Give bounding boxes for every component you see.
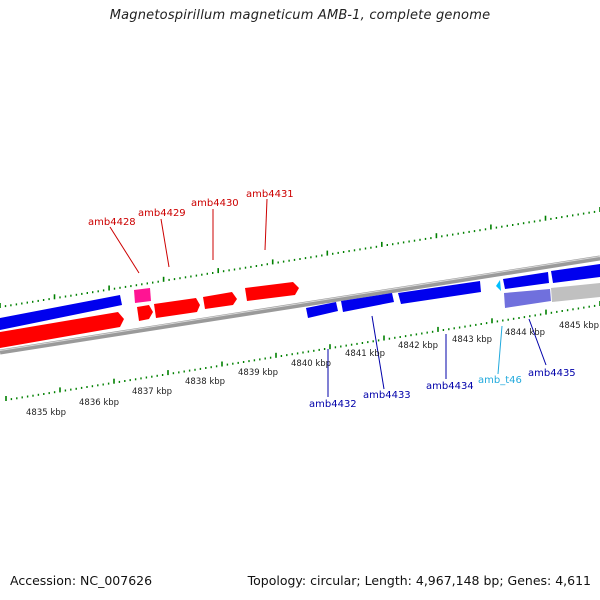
leader-amb4428 xyxy=(109,226,140,274)
leader-amb-t46 xyxy=(497,325,503,375)
reverse-label-leaders xyxy=(327,315,547,397)
forward-label-leaders xyxy=(109,198,268,274)
kbp-label-4841: 4841 kbp xyxy=(345,349,385,359)
kbp-label-4842: 4842 kbp xyxy=(398,341,438,351)
label-amb4431[interactable]: amb4431 xyxy=(246,189,294,200)
leader-amb4433 xyxy=(371,315,385,390)
reverse-cds-amb4432[interactable] xyxy=(306,302,338,318)
forward-cds-amb4430b[interactable] xyxy=(203,292,237,309)
accession-text: Accession: NC_007626 xyxy=(10,573,153,588)
label-amb4434[interactable]: amb4434 xyxy=(426,381,474,392)
outer-tick-row xyxy=(0,207,600,308)
backbone-line xyxy=(0,255,600,355)
inner-tick-row xyxy=(5,301,600,401)
forward-cds-amb4429[interactable] xyxy=(137,305,153,321)
backbone-highlight xyxy=(0,256,600,351)
label-amb-t46[interactable]: amb_t46 xyxy=(478,375,522,386)
forward-cds-amb4430[interactable] xyxy=(154,298,200,318)
reverse-cds-left[interactable] xyxy=(0,295,122,330)
reverse-cds-amb4435[interactable] xyxy=(503,272,549,289)
reverse-cds-lilac[interactable] xyxy=(504,289,551,308)
leader-amb4435 xyxy=(528,318,547,366)
genome-summary-text: Topology: circular; Length: 4,967,148 bp… xyxy=(247,573,591,588)
kbp-label-4840: 4840 kbp xyxy=(291,359,331,369)
label-amb4428[interactable]: amb4428 xyxy=(88,217,136,228)
kbp-label-4839: 4839 kbp xyxy=(238,368,278,378)
label-amb4435[interactable]: amb4435 xyxy=(528,368,576,379)
reverse-cds-amb4434[interactable] xyxy=(398,281,481,304)
grey-feature-right[interactable] xyxy=(551,283,600,302)
kbp-label-4843: 4843 kbp xyxy=(452,335,492,345)
label-amb4430[interactable]: amb4430 xyxy=(191,198,239,209)
forward-strand-features xyxy=(0,282,299,348)
reverse-cds-right[interactable] xyxy=(551,264,600,283)
map-title: Magnetospirillum magneticum AMB-1, compl… xyxy=(109,8,491,23)
pink-feature-amb4428[interactable] xyxy=(134,288,151,303)
trna-amb-t46[interactable] xyxy=(496,280,501,291)
label-amb4432[interactable]: amb4432 xyxy=(309,399,357,410)
kbp-label-4837: 4837 kbp xyxy=(132,387,172,397)
forward-gene-labels: amb4428 amb4429 amb4430 amb4431 xyxy=(88,189,294,228)
genome-backbone xyxy=(0,255,600,355)
kbp-label-4835: 4835 kbp xyxy=(26,408,66,418)
reverse-cds-amb4433[interactable] xyxy=(341,293,394,312)
kbp-label-4845: 4845 kbp xyxy=(559,321,599,331)
reverse-strand-features xyxy=(0,264,600,330)
label-amb4429[interactable]: amb4429 xyxy=(138,208,186,219)
scale-labels: 4835 kbp 4836 kbp 4837 kbp 4838 kbp 4839… xyxy=(26,321,599,418)
reverse-gene-labels: amb4432 amb4433 amb4434 amb_t46 amb4435 xyxy=(309,368,576,410)
kbp-label-4844: 4844 kbp xyxy=(505,328,545,338)
label-amb4433[interactable]: amb4433 xyxy=(363,390,411,401)
leader-amb4429 xyxy=(160,218,170,268)
kbp-label-4836: 4836 kbp xyxy=(79,398,119,408)
forward-cds-amb4431[interactable] xyxy=(245,282,299,301)
kbp-label-4838: 4838 kbp xyxy=(185,377,225,387)
forward-cds-left[interactable] xyxy=(0,312,124,348)
leader-amb4431 xyxy=(264,198,268,251)
